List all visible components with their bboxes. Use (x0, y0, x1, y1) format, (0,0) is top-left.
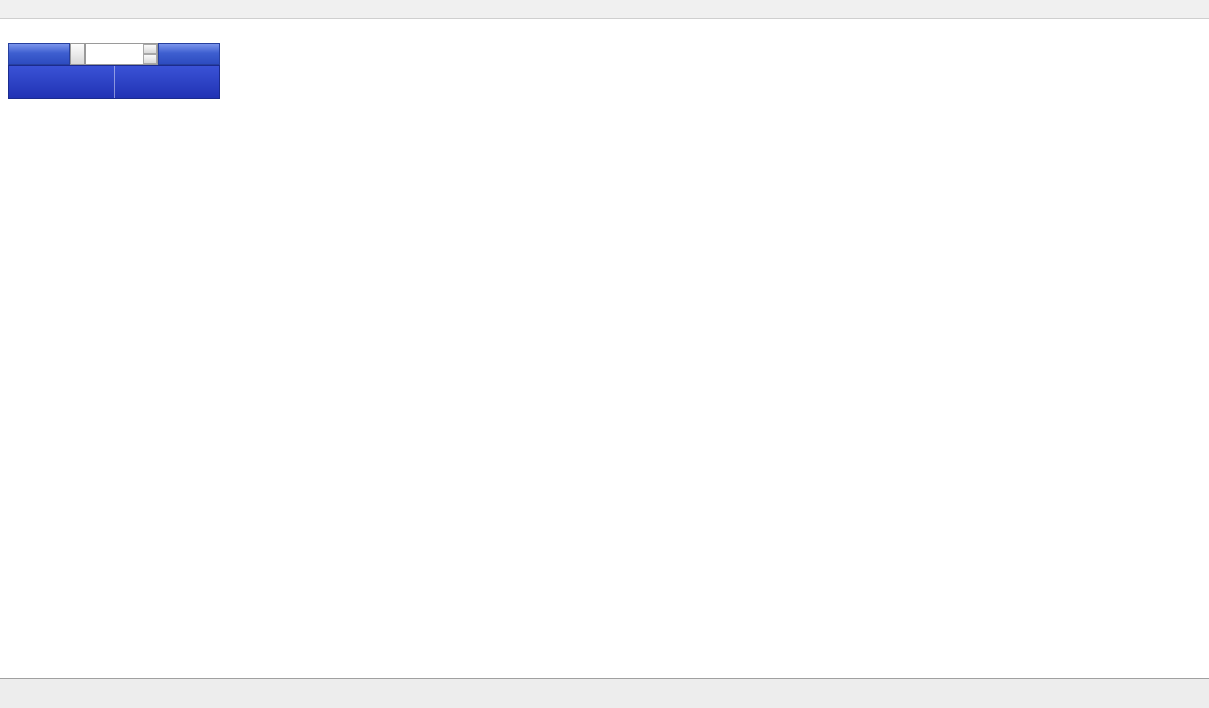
trade-prices-row (8, 65, 220, 99)
volume-dropdown-button[interactable] (70, 43, 85, 65)
trade-controls-row (8, 43, 220, 65)
volume-decrease-button[interactable] (143, 54, 157, 64)
buy-price-display[interactable] (115, 66, 220, 98)
sell-price-display[interactable] (9, 66, 114, 98)
timeframe-toolbar (0, 0, 1209, 19)
volume-input[interactable] (86, 44, 143, 64)
candlestick-chart (0, 19, 1209, 678)
buy-button[interactable] (158, 43, 220, 65)
sell-button[interactable] (8, 43, 70, 65)
volume-stepper (143, 44, 157, 64)
volume-field (85, 43, 158, 65)
one-click-trading-panel (8, 43, 220, 99)
chart-tab-bar (0, 678, 1209, 708)
price-divider (113, 66, 115, 98)
volume-increase-button[interactable] (143, 44, 157, 54)
chart-area (0, 19, 1209, 678)
